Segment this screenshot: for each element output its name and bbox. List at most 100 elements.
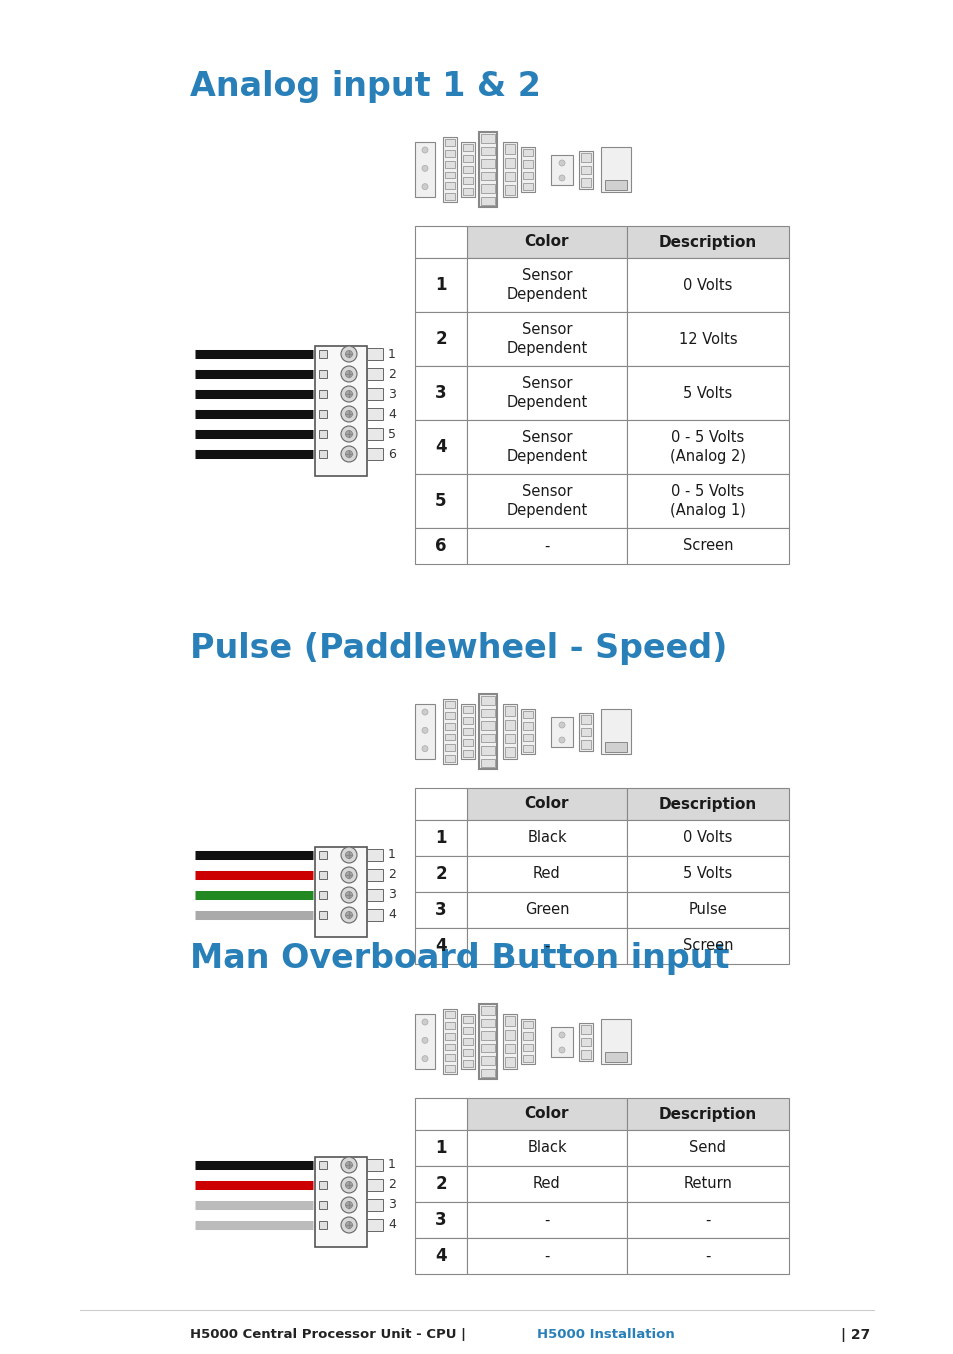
Bar [462,144,473,152]
Bar [504,1057,515,1067]
Text: 0 - 5 Volts
(Analog 2): 0 - 5 Volts (Analog 2) [669,431,745,464]
Bar [367,1179,382,1192]
Bar [467,311,626,366]
Text: Return: Return [683,1177,732,1192]
Bar [367,1159,382,1171]
Bar [504,172,515,181]
Text: 12 Volts: 12 Volts [678,332,737,347]
Bar [444,1055,455,1062]
Bar [520,709,535,754]
Bar [462,154,473,162]
Bar [444,150,455,157]
Bar [318,370,327,378]
Text: 5 Volts: 5 Volts [682,386,732,401]
Text: Red: Red [533,1177,560,1192]
Bar [415,259,467,311]
Bar [626,927,788,964]
Bar [462,1039,473,1045]
Bar [551,718,573,747]
Bar [480,184,495,192]
Bar [480,1044,495,1052]
Text: Green: Green [524,903,569,918]
Bar [480,758,495,766]
Text: 6: 6 [388,448,395,460]
Circle shape [340,1217,356,1233]
Bar [462,167,473,173]
Circle shape [421,1037,428,1044]
Bar [318,1201,327,1209]
Text: 1: 1 [435,829,446,848]
Bar [504,158,515,168]
Bar [318,450,327,458]
Text: 6: 6 [435,538,446,555]
Circle shape [345,390,352,398]
Bar [415,366,467,420]
Bar [314,1158,367,1247]
Text: 2: 2 [435,865,446,883]
Bar [460,1014,475,1070]
Bar [467,927,626,964]
Text: -: - [544,539,549,554]
Circle shape [340,1177,356,1193]
Bar [444,161,455,168]
Bar [504,705,515,716]
Bar [467,856,626,892]
Bar [467,259,626,311]
Text: Red: Red [533,867,560,881]
Bar [462,188,473,195]
Bar [580,165,590,175]
Bar [467,1202,626,1238]
Bar [522,1044,533,1051]
Bar [467,1238,626,1274]
Bar [522,722,533,730]
Circle shape [340,1158,356,1173]
Bar [504,185,515,195]
Bar [480,158,495,168]
Circle shape [345,891,352,899]
Text: Description: Description [659,234,757,249]
Bar [462,1049,473,1056]
Bar [444,734,455,741]
Bar [480,1068,495,1076]
Bar [580,1037,590,1047]
Text: 0 - 5 Volts
(Analog 1): 0 - 5 Volts (Analog 1) [669,485,745,517]
Bar [444,1011,455,1018]
Text: Sensor
Dependent: Sensor Dependent [506,322,587,356]
Bar [415,1098,467,1131]
Circle shape [340,887,356,903]
Bar [460,704,475,760]
Bar [480,708,495,718]
Bar [600,709,630,754]
Bar [504,1030,515,1040]
Text: Color: Color [524,1106,569,1121]
Bar [480,1006,495,1014]
Circle shape [340,848,356,862]
Bar [580,153,590,161]
Bar [318,1221,327,1229]
Text: 4: 4 [388,408,395,421]
Bar [415,1131,467,1166]
Circle shape [340,867,356,883]
Bar [462,739,473,746]
Bar [318,871,327,879]
Text: 3: 3 [435,900,446,919]
Bar [318,431,327,437]
Circle shape [345,1162,352,1169]
Bar [626,259,788,311]
Bar [367,408,382,420]
Bar [522,1032,533,1040]
Bar [444,183,455,190]
Bar [444,194,455,200]
Text: -: - [704,1212,710,1228]
Bar [626,892,788,927]
Bar [415,474,467,528]
Bar [478,1005,497,1079]
Circle shape [421,148,428,153]
Bar [480,146,495,154]
Bar [504,747,515,757]
Text: 0 Volts: 0 Volts [682,830,732,845]
Circle shape [345,451,352,458]
Bar [626,1202,788,1238]
Bar [444,745,455,751]
Bar [444,1044,455,1051]
